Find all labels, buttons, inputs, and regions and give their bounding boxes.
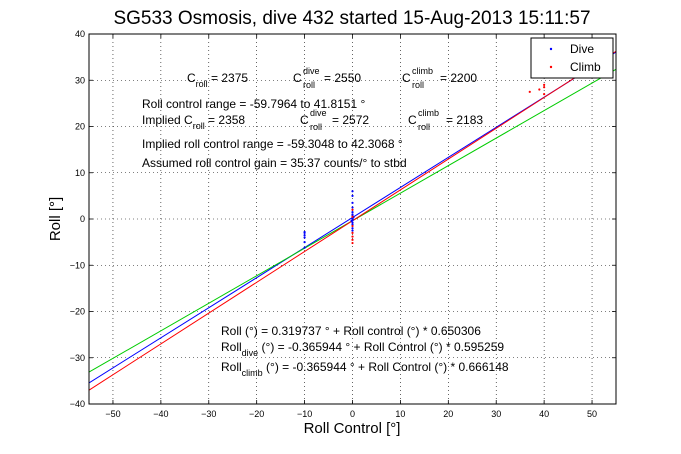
data-point — [303, 236, 306, 239]
data-point — [351, 215, 354, 218]
data-point — [351, 213, 354, 216]
implied-c-roll-climb-value: = 2183 — [446, 113, 483, 127]
c-roll-dive-label: C — [293, 71, 302, 85]
c-roll-dive-sup: dive — [303, 66, 320, 76]
legend-climb-label: Climb — [570, 60, 601, 74]
x-tick-label: −30 — [201, 409, 216, 419]
x-tick-label: 50 — [587, 409, 597, 419]
annotations: Croll = 2375 C dive roll = 2550 C climb … — [142, 66, 509, 378]
implied-c-roll-dive-sup: dive — [310, 108, 327, 118]
data-point — [303, 241, 306, 244]
c-roll-dive-sub: roll — [303, 80, 315, 90]
data-point — [303, 230, 306, 234]
x-axis-label: Roll Control [°] — [304, 420, 401, 437]
data-point — [351, 208, 354, 211]
data-point — [303, 234, 306, 237]
legend-dive-label: Dive — [570, 42, 594, 56]
axis-ticks: −50 −40 −30 −20 −10 0 10 20 30 40 50 −40 −30 −20 −10 0 1… — [70, 29, 616, 419]
data-point — [350, 219, 353, 222]
data-point — [303, 246, 306, 249]
grid — [89, 34, 616, 404]
c-roll-climb-sub: roll — [412, 80, 424, 90]
roll-control-gain: Assumed roll control gain = 35.37 counts… — [142, 156, 407, 170]
implied-c-roll-label: Implied Croll = 2358 — [142, 113, 245, 131]
x-tick-label: 30 — [491, 409, 501, 419]
dive-fit-equation: Rolldive (°) = -0.365944 ° + Roll Contro… — [221, 340, 504, 358]
legend: Dive Climb — [530, 37, 614, 79]
legend-box — [530, 37, 614, 79]
data-point — [351, 231, 354, 234]
data-point — [351, 241, 354, 245]
data-point — [351, 194, 354, 197]
implied-roll-control-range: Implied roll control range = -59.3048 to… — [142, 137, 403, 151]
y-tick-label: −10 — [70, 260, 85, 270]
data-points — [303, 83, 546, 249]
implied-c-roll-dive-sub: roll — [310, 122, 322, 132]
x-tick-label: −10 — [297, 409, 312, 419]
implied-c-roll-dive-value: = 2572 — [332, 113, 369, 127]
x-tick-label: 10 — [395, 409, 405, 419]
implied-c-roll-climb-sup: climb — [418, 108, 439, 118]
data-point — [351, 210, 354, 214]
c-roll-climb-value: = 2200 — [440, 71, 477, 85]
y-tick-label: 40 — [75, 29, 85, 39]
y-axis-label: Roll [°] — [47, 197, 64, 241]
y-tick-label: −30 — [70, 353, 85, 363]
data-point — [351, 221, 354, 224]
y-tick-label: 20 — [75, 122, 85, 132]
implied-c-roll-climb-sub: roll — [418, 122, 430, 132]
roll-control-range: Roll control range = -59.7964 to 41.8151… — [142, 97, 365, 111]
c-roll-climb-label: C — [402, 71, 411, 85]
y-tick-label: 0 — [80, 214, 85, 224]
data-point — [543, 83, 546, 86]
data-point — [351, 238, 354, 241]
data-point — [543, 86, 546, 89]
data-point — [351, 227, 354, 230]
data-point — [543, 93, 546, 96]
roll-fit-equation: Roll (°) = 0.319737 ° + Roll control (°)… — [221, 324, 481, 338]
chart-title: SG533 Osmosis, dive 432 started 15-Aug-2… — [113, 8, 590, 29]
x-tick-label: 20 — [443, 409, 453, 419]
legend-dive-marker — [549, 47, 553, 51]
c-roll-climb-sup: climb — [412, 66, 433, 76]
x-tick-label: 0 — [350, 409, 355, 419]
x-tick-label: −50 — [105, 409, 120, 419]
y-tick-label: −40 — [70, 399, 85, 409]
c-roll-label: Croll = 2375 — [187, 71, 248, 89]
x-tick-label: 40 — [539, 409, 549, 419]
implied-c-roll-climb-label: C — [408, 113, 417, 127]
data-point — [351, 201, 354, 204]
y-tick-label: −20 — [70, 307, 85, 317]
c-roll-dive-value: = 2550 — [324, 71, 361, 85]
legend-climb-marker — [549, 65, 553, 69]
data-point — [528, 90, 531, 93]
y-tick-label: 30 — [75, 75, 85, 85]
y-tick-label: 10 — [75, 168, 85, 178]
x-tick-label: −40 — [153, 409, 168, 419]
x-tick-label: −20 — [249, 409, 264, 419]
data-point — [538, 88, 541, 91]
data-point — [351, 190, 354, 193]
data-point — [351, 206, 354, 209]
data-point — [351, 229, 354, 232]
implied-c-roll-dive-label: C — [300, 113, 309, 127]
data-point — [351, 235, 354, 238]
climb-fit-equation: Rollclimb (°) = -0.365944 ° + Roll Contr… — [221, 360, 509, 378]
data-point — [351, 224, 354, 228]
